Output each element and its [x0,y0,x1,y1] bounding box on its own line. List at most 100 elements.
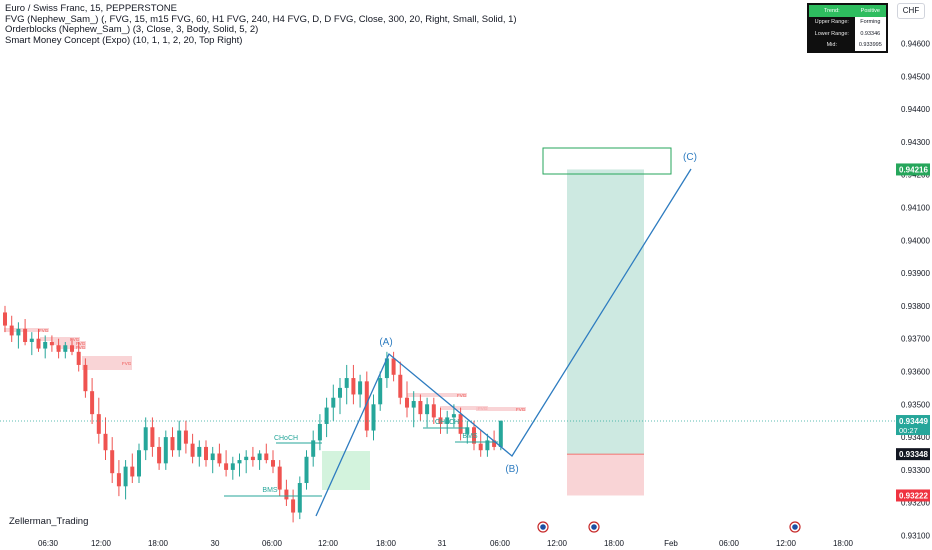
currency-button[interactable]: CHF [897,3,925,19]
candle-body [485,440,490,451]
x-tick-label: 12:00 [91,539,112,548]
upper-range-value: Forming [854,16,886,28]
structure-label: CHoCH [274,435,298,442]
sl-price-tag-bg [896,489,930,502]
fvg-zone [440,406,488,410]
candle-body [338,387,342,398]
orderblock-box [542,147,672,175]
candle-body [465,427,470,434]
sl-price-tag: 0.93222 [899,491,928,500]
x-tick-label: 06:00 [262,539,283,548]
y-tick-label: 0.94400 [901,105,930,114]
trend-value: Positive [854,5,886,17]
candle-body [123,466,128,487]
trend-key: Trend: [809,5,855,17]
candle-body [277,466,282,490]
candle-body [183,430,188,444]
y-tick-label: 0.93900 [901,269,930,278]
y-tick-label: 0.93600 [901,368,930,377]
structure-label: CHoCH [435,419,459,426]
candle-body [230,463,235,470]
candle-body [405,397,409,408]
candle-body [103,433,108,451]
x-tick-label: 06:00 [490,539,511,548]
candle-body [116,473,121,487]
candle-body [378,378,383,405]
event-marker-dot [792,524,798,530]
wave-label: (C) [683,152,697,163]
fvg-zone [407,393,467,397]
candle-body [498,420,503,447]
x-tick-label: Feb [664,539,678,548]
wave-label: (B) [505,464,518,475]
mid-value: 0.933995 [854,39,886,51]
candle-body [257,453,262,461]
candle-body [150,427,155,447]
candle-body [244,456,249,461]
candle-body [371,404,376,431]
event-marker-dot [540,524,546,530]
candle-body [391,358,396,375]
candle-body [96,414,101,434]
candle-body [157,446,162,464]
take-profit-zone [567,169,644,455]
symbol-title[interactable]: Euro / Swiss Franc, 15, PEPPERSTONE [5,3,177,14]
y-tick-label: 0.93400 [901,433,930,442]
y-tick-label: 0.93300 [901,466,930,475]
candle-body [224,463,229,470]
y-tick-label: 0.93700 [901,335,930,344]
candle-body [384,358,389,379]
bar-countdown: 00:27 [899,426,918,435]
candle-body [63,345,68,352]
candle-body [170,437,175,451]
candle-body [358,381,363,395]
x-tick-label: 12:00 [776,539,797,548]
smc-info-table: Trend: Positive Upper Range: Forming Low… [807,3,888,53]
candle-body [76,351,81,365]
indicator-fvg[interactable]: FVG (Nephew_Sam_) (, FVG, 15, m15 FVG, 6… [5,13,517,25]
last-price-tag-bg [896,415,930,436]
structure-label: BMS [462,433,478,440]
author-watermark: Zellerman_Trading [9,516,89,527]
abc-wave-line [315,168,692,517]
x-tick-label: 30 [211,539,220,548]
candle-body [317,423,322,441]
x-tick-label: 18:00 [833,539,854,548]
candle-body [364,381,369,431]
fvg-label: FVG [70,337,80,342]
y-tick-label: 0.94300 [901,138,930,147]
candle-body [83,364,88,392]
candle-body [492,440,497,447]
candle-body [197,446,202,457]
upper-range-key: Upper Range: [814,19,849,26]
candle-body [3,312,7,326]
indicator-orderblocks[interactable]: Orderblocks (Nephew_Sam_) (3, Close, 3, … [5,24,259,35]
candle-body [70,345,74,352]
x-tick-label: 12:00 [547,539,568,548]
x-tick-label: 31 [438,539,447,548]
candle-body [56,345,61,352]
candle-body [304,456,309,484]
candle-body [291,499,296,513]
candle-body [43,341,48,349]
candle-body [324,407,329,424]
fvg-label: FVG [457,393,467,398]
candle-body [130,466,135,477]
candle-body [431,404,436,418]
candle-body [478,443,483,451]
x-tick-label: 06:00 [719,539,740,548]
y-tick-label: 0.94500 [901,72,930,81]
x-tick-label: 18:00 [148,539,169,548]
entry-price-tag: 0.93348 [899,450,928,459]
y-tick-label: 0.94600 [901,40,930,49]
candle-body [190,443,195,457]
tp-price-tag: 0.94216 [899,165,928,174]
chart-legend: Euro / Swiss Franc, 15, PEPPERSTONE FVG … [5,3,517,46]
y-tick-label: 0.93200 [901,499,930,508]
y-tick-label: 0.93500 [901,400,930,409]
candle-body [110,450,115,474]
candle-body [398,374,403,398]
indicator-smc[interactable]: Smart Money Concept (Expo) (10, 1, 1, 2,… [5,34,243,46]
